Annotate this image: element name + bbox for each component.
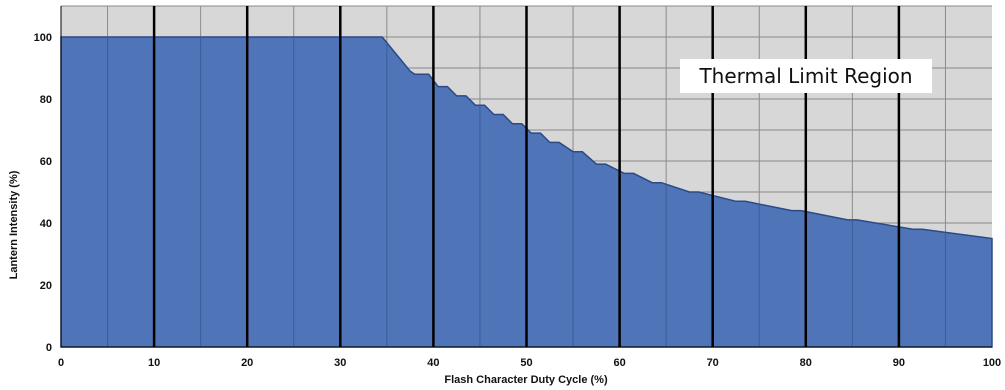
annotation-box bbox=[680, 59, 932, 93]
y-tick-label: 100 bbox=[34, 32, 52, 44]
x-tick-label: 20 bbox=[241, 357, 253, 369]
x-tick-label: 100 bbox=[983, 357, 1001, 369]
x-tick-label: 90 bbox=[893, 357, 905, 369]
x-tick-label: 40 bbox=[427, 357, 439, 369]
x-tick-label: 80 bbox=[800, 357, 812, 369]
y-tick-label: 0 bbox=[46, 342, 52, 354]
x-tick-label: 50 bbox=[520, 357, 532, 369]
y-tick-label: 20 bbox=[40, 280, 52, 292]
y-tick-label: 40 bbox=[40, 218, 52, 230]
x-tick-label: 70 bbox=[707, 357, 719, 369]
x-tick-label: 10 bbox=[148, 357, 160, 369]
thermal-limit-region-label: Thermal Limit Region bbox=[698, 64, 912, 88]
x-tick-label: 30 bbox=[334, 357, 346, 369]
x-axis-title: Flash Character Duty Cycle (%) bbox=[444, 374, 608, 386]
y-tick-labels: 0 20 40 60 80 100 bbox=[34, 32, 52, 354]
major-grid bbox=[107, 6, 946, 347]
x-tick-label: 0 bbox=[58, 357, 64, 369]
x-tick-label: 60 bbox=[613, 357, 625, 369]
y-tick-label: 60 bbox=[40, 156, 52, 168]
y-axis-title: Lantern Intensity (%) bbox=[8, 170, 20, 279]
y-tick-label: 80 bbox=[40, 94, 52, 106]
x-tick-labels: 0 10 20 30 40 50 60 70 80 90 100 bbox=[58, 357, 1001, 369]
